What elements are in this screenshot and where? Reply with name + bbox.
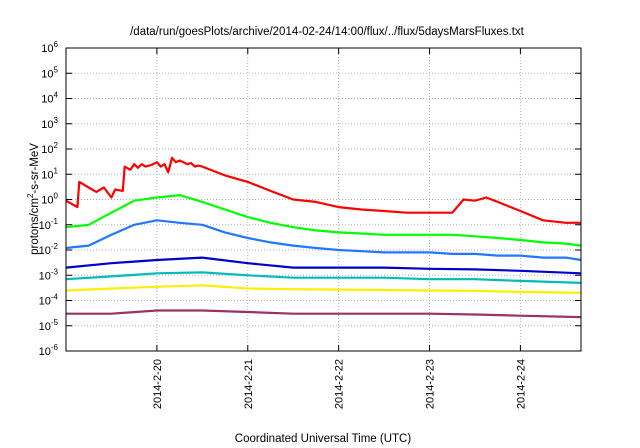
y-tick-label: 10-6 <box>39 343 59 358</box>
series-line-4 <box>65 256 582 275</box>
y-tick-label: 103 <box>41 116 58 131</box>
series-line-5 <box>65 271 582 284</box>
y-tick-label: 10-2 <box>39 242 59 257</box>
series-line-7 <box>66 309 582 319</box>
series-line-3 <box>65 219 582 262</box>
y-tick-label: 10-4 <box>39 293 59 308</box>
y-tick-label: 102 <box>41 141 58 156</box>
y-tick-label: 106 <box>41 40 58 55</box>
x-axis: 2014-2-20 2014-2-21 2014-2-22 2014-2-23 2014… <box>152 48 527 409</box>
x-tick-label: 2014-2-21 <box>243 359 255 409</box>
y-tick-label: 100 <box>41 192 58 207</box>
chart-title: /data/run/goesPlots/archive/2014-02-24/1… <box>130 26 525 38</box>
grid-lines <box>66 48 581 351</box>
x-tick-label: 2014-2-24 <box>515 359 527 409</box>
y-tick-label: 105 <box>41 65 58 80</box>
y-tick-label: 101 <box>41 166 58 181</box>
y-axis-label: protons/cm2-s-sr-MeV <box>26 143 41 255</box>
y-tick-label: 10-5 <box>39 318 59 333</box>
y-tick-label: 104 <box>41 91 58 106</box>
x-tick-label: 2014-2-22 <box>334 359 346 409</box>
x-tick-label: 2014-2-23 <box>425 359 437 409</box>
series-group <box>65 156 582 319</box>
series-line-2 <box>65 194 582 247</box>
y-axis-label-exponent: 2 <box>26 193 35 198</box>
x-tick-label: 2014-2-20 <box>152 359 164 409</box>
y-tick-label: 10-3 <box>39 267 59 282</box>
y-tick-label: 10-1 <box>39 217 59 232</box>
y-axis-label-main: protons/cm <box>29 198 41 255</box>
x-axis-label: Coordinated Universal Time (UTC) <box>235 433 412 445</box>
y-axis-label-units: -s-sr-MeV <box>29 143 41 194</box>
series-line-1 <box>65 156 581 224</box>
y-axis: 10-6 10-5 10-4 10-3 10-2 10-1 100 101 102 103 104 1… <box>39 40 581 358</box>
series-line-6 <box>65 284 582 294</box>
